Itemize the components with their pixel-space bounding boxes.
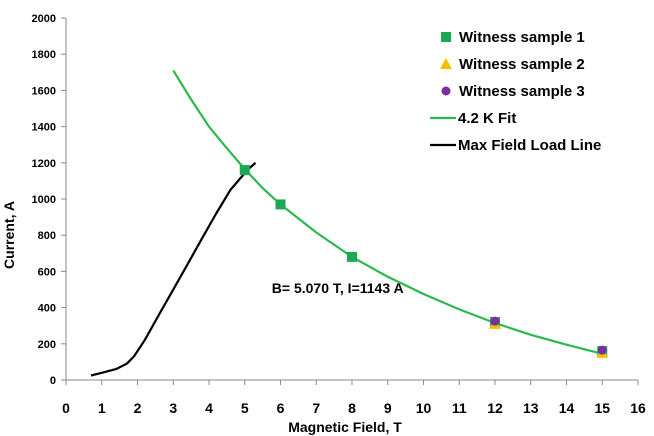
y-axis-title-text: Current, A bbox=[1, 201, 17, 269]
legend-label: Witness sample 1 bbox=[459, 29, 585, 46]
legend-label: 4.2 K Fit bbox=[458, 110, 516, 127]
y-tick-label: 2000 bbox=[32, 13, 56, 25]
x-tick-label: 14 bbox=[559, 400, 575, 416]
y-tick-label: 0 bbox=[50, 375, 56, 387]
legend-swatch bbox=[440, 58, 452, 69]
legend-item: Witness sample 3 bbox=[441, 83, 585, 100]
x-tick-label: 16 bbox=[630, 400, 646, 416]
legend-item: Witness sample 2 bbox=[440, 56, 585, 73]
x-tick-label: 2 bbox=[134, 400, 142, 416]
x-tick-label: 8 bbox=[348, 400, 356, 416]
legend-label: Max Field Load Line bbox=[458, 137, 601, 154]
legend-swatch bbox=[441, 32, 451, 42]
legend-label: Witness sample 3 bbox=[459, 83, 585, 100]
x-tick-label: 12 bbox=[487, 400, 503, 416]
legend-swatch bbox=[441, 86, 451, 96]
y-tick-label: 800 bbox=[38, 230, 56, 242]
legend: Witness sample 1 Witness sample 2 Witness … bbox=[430, 29, 601, 154]
x-tick-label: 13 bbox=[523, 400, 539, 416]
x-tick-label: 1 bbox=[98, 400, 106, 416]
x-axis-title: Magnetic Field, T bbox=[288, 419, 402, 435]
x-tick-label: 3 bbox=[169, 400, 177, 416]
x-tick-label: 7 bbox=[312, 400, 320, 416]
annotations: B= 5.070 T, I=1143 A bbox=[272, 280, 404, 296]
data-point bbox=[239, 165, 250, 176]
annotation-label: B= 5.070 T, I=1143 A bbox=[272, 280, 404, 296]
legend-item: Witness sample 1 bbox=[441, 29, 585, 46]
x-tick-label: 5 bbox=[241, 400, 249, 416]
y-tick-label: 200 bbox=[38, 339, 56, 351]
data-point bbox=[275, 199, 286, 210]
y-tick-label: 1000 bbox=[32, 194, 56, 206]
x-tick-label: 11 bbox=[452, 400, 467, 416]
x-tick-label: 15 bbox=[594, 400, 610, 416]
x-tick-label: 10 bbox=[416, 400, 432, 416]
data-point bbox=[490, 316, 500, 326]
y-tick-label: 1400 bbox=[32, 122, 56, 134]
y-axis-title: Current, A bbox=[1, 201, 17, 269]
x-tick-label: 9 bbox=[384, 400, 392, 416]
legend-item: 4.2 K Fit bbox=[430, 110, 516, 127]
data-point bbox=[597, 345, 607, 355]
y-tick-label: 1200 bbox=[32, 158, 56, 170]
y-tick-label: 400 bbox=[38, 303, 56, 315]
series-markers bbox=[239, 165, 609, 358]
x-tick-label: 6 bbox=[277, 400, 285, 416]
series-line bbox=[172, 69, 603, 355]
series-line bbox=[90, 161, 257, 377]
x-tick-label: 4 bbox=[205, 400, 213, 416]
y-tick-label: 1600 bbox=[32, 85, 56, 97]
legend-item: Max Field Load Line bbox=[430, 137, 601, 154]
data-point bbox=[347, 251, 357, 262]
x-tick-label: 0 bbox=[62, 400, 70, 416]
series-lines bbox=[90, 69, 603, 377]
y-tick-label: 1800 bbox=[32, 49, 56, 61]
legend-label: Witness sample 2 bbox=[459, 56, 585, 73]
y-tick-label: 600 bbox=[38, 266, 56, 278]
